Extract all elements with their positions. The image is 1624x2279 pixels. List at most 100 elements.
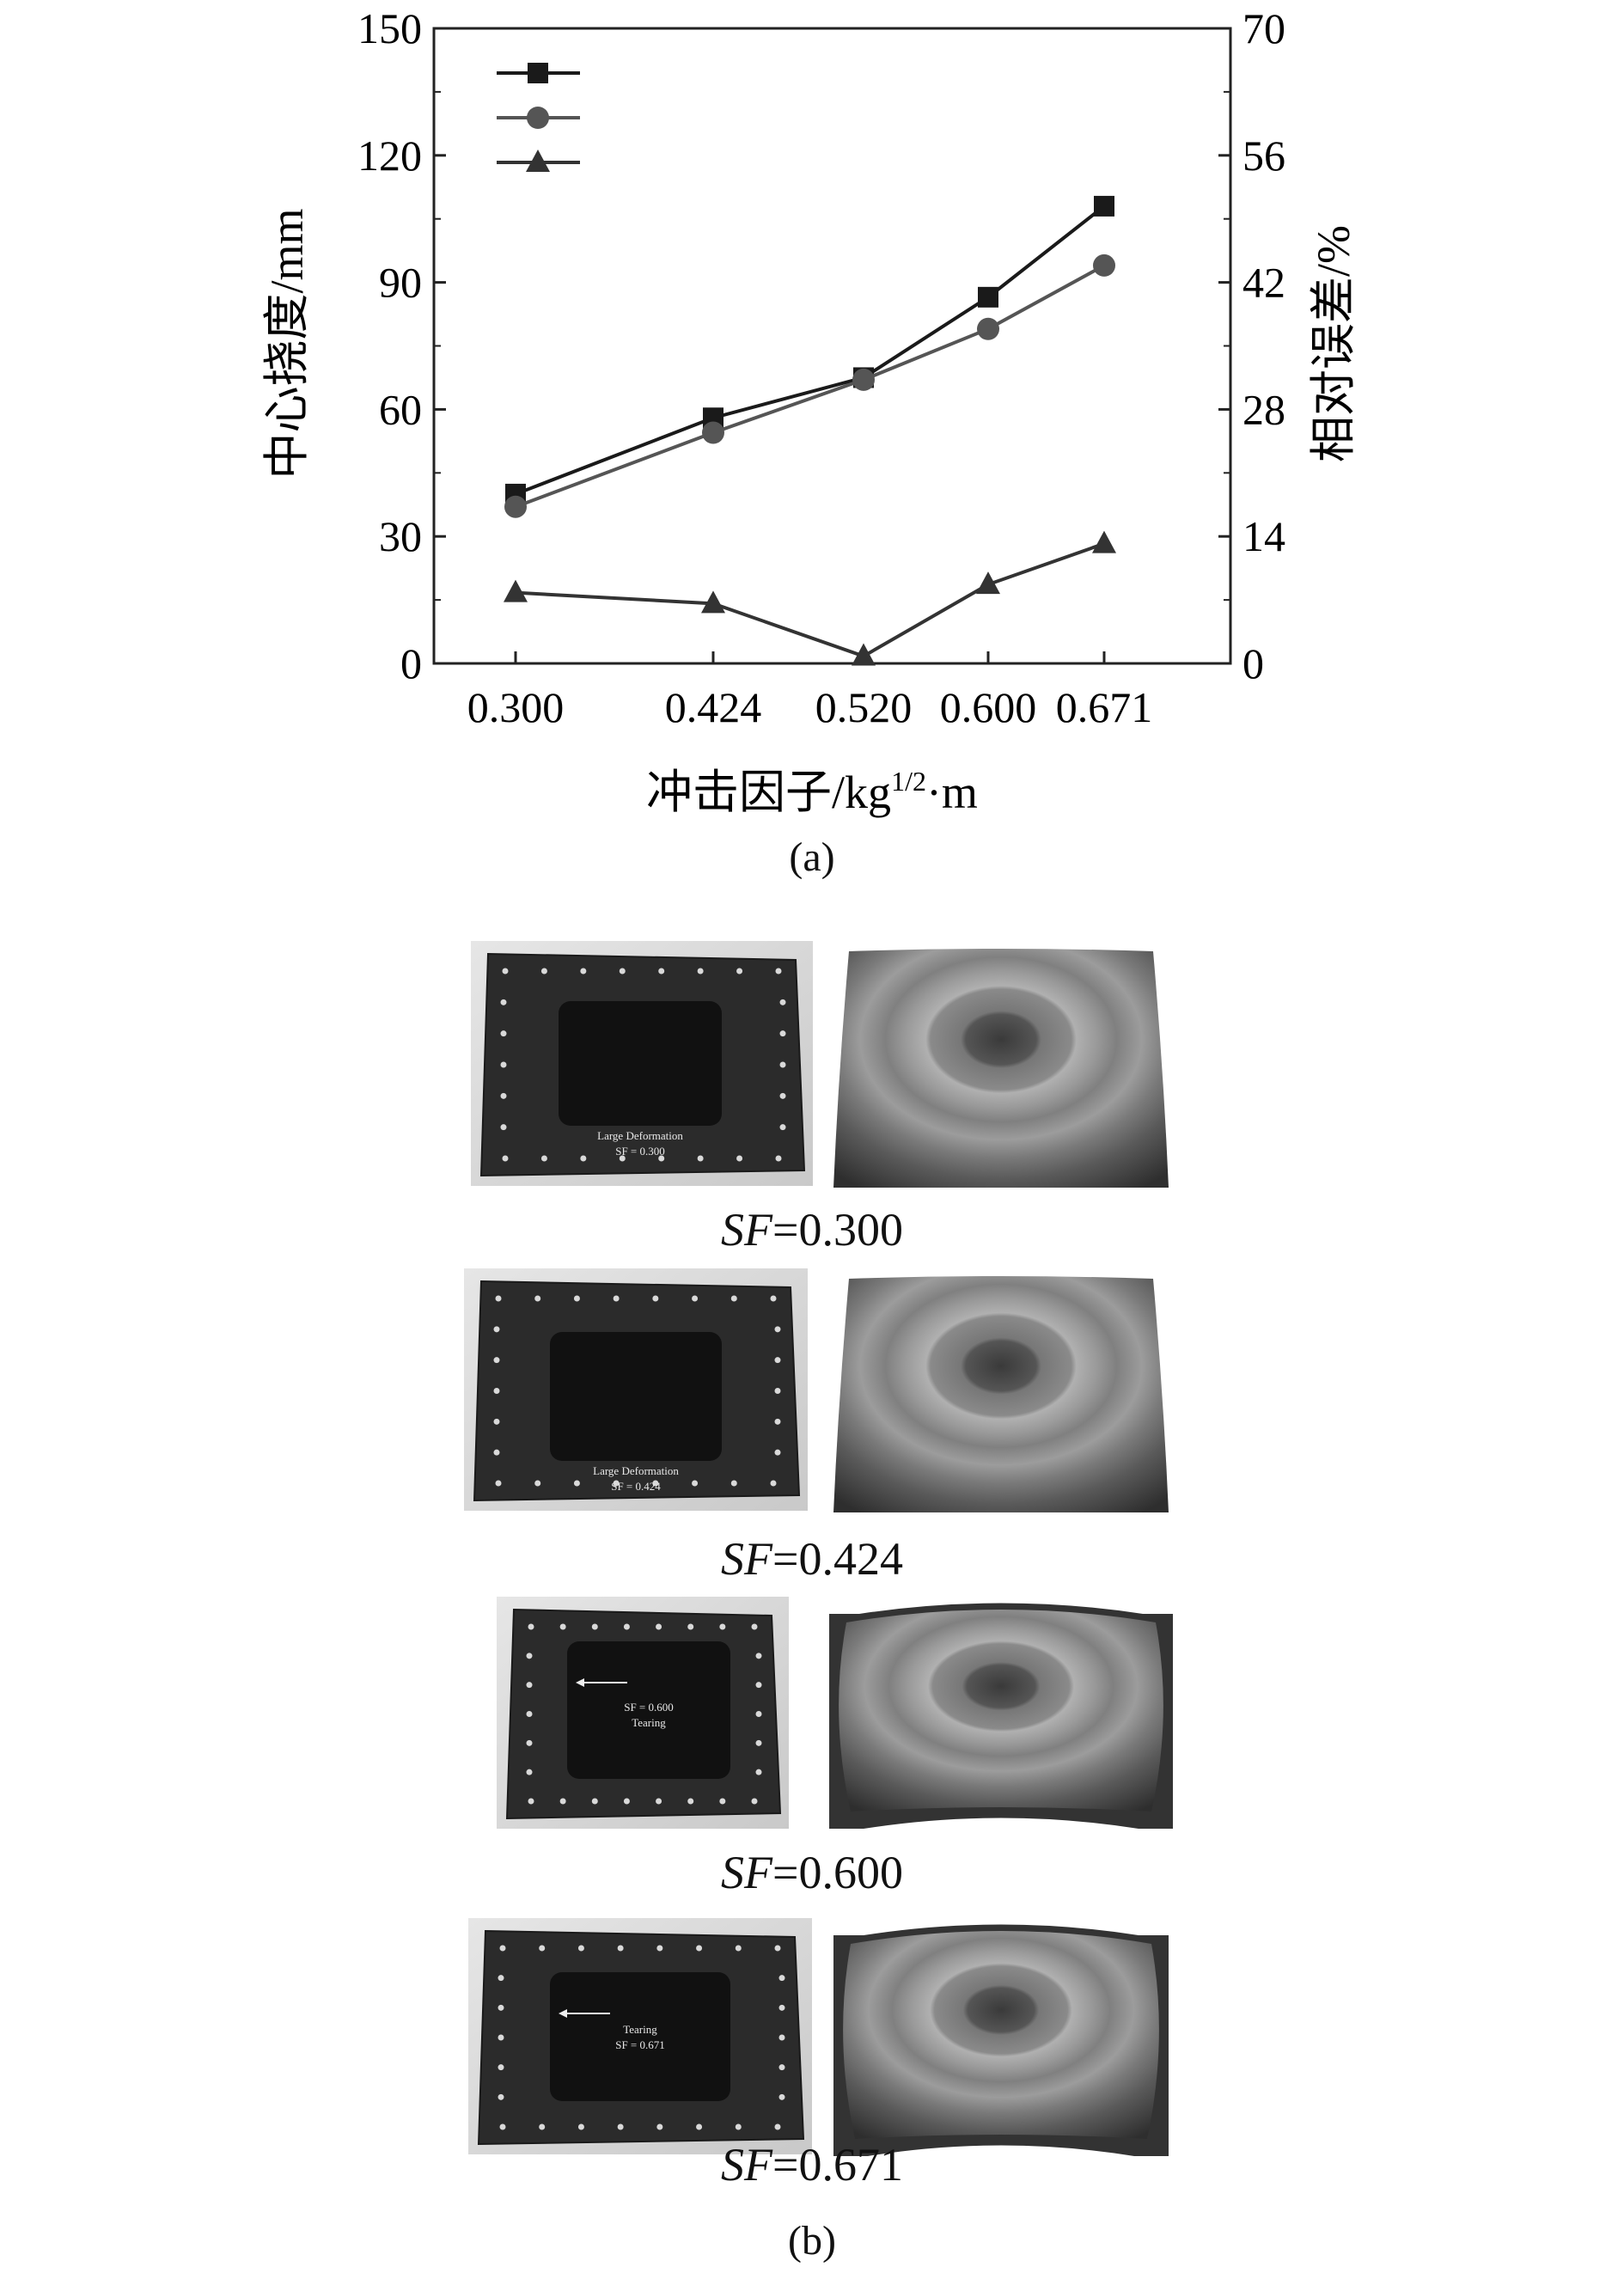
bolt-hole — [499, 2123, 506, 2130]
bolt-hole — [540, 1155, 547, 1162]
bolt-hole — [697, 1155, 704, 1162]
bolt-hole — [539, 1945, 546, 1952]
bolt-hole — [778, 2093, 785, 2100]
bolt-hole — [774, 1388, 781, 1394]
comparison-row-1: Large Deformation SF = 0.424 — [464, 1268, 1169, 1512]
bolt-hole — [774, 2123, 781, 2130]
data-point — [978, 286, 998, 308]
bolt-hole — [591, 1798, 598, 1805]
series-layer — [504, 195, 1116, 666]
bolt-hole — [617, 2123, 624, 2130]
bolt-hole — [559, 1798, 566, 1805]
deformed-region — [567, 1641, 730, 1779]
legend-entry-1 — [497, 107, 580, 129]
bolt-hole — [495, 1480, 502, 1487]
bolt-hole — [617, 1945, 624, 1952]
bolt-hole — [775, 968, 782, 975]
deformed-region — [550, 1972, 730, 2101]
bolt-hole — [774, 1357, 781, 1364]
simulation-contour — [833, 1276, 1169, 1512]
bolt-hole — [526, 1653, 533, 1659]
bolt-hole — [770, 1480, 777, 1487]
bolt-hole — [770, 1295, 777, 1302]
simulation-contour — [833, 1924, 1169, 2156]
bolt-hole — [779, 1030, 786, 1037]
bolt-hole — [730, 1295, 737, 1302]
comparison-row-3: Tearing SF = 0.671 — [468, 1918, 1169, 2156]
series-1 — [504, 254, 1115, 518]
bolt-hole — [751, 1623, 758, 1630]
bolt-hole — [778, 1975, 785, 1982]
bolt-hole — [779, 999, 786, 1005]
bolt-hole — [498, 2093, 504, 2100]
bolt-hole — [774, 1449, 781, 1456]
right-tick-label: 28 — [1242, 385, 1285, 433]
right-tick-label: 70 — [1242, 4, 1285, 52]
legend-entry-2 — [497, 150, 580, 172]
bolt-hole — [577, 2123, 584, 2130]
bolt-hole — [658, 1155, 665, 1162]
x-axis-label: 冲击因子/kg1/2·m — [646, 766, 978, 818]
bolt-hole — [540, 968, 547, 975]
bolt-hole — [498, 2034, 504, 2041]
bolt-hole — [774, 1326, 781, 1333]
bolt-hole — [526, 1739, 533, 1746]
bolt-hole — [493, 1388, 500, 1394]
bolt-hole — [526, 1682, 533, 1689]
plot-border — [432, 27, 1232, 665]
experiment-photo: SF = 0.600 Tearing — [497, 1597, 789, 1829]
bolt-hole — [539, 2123, 546, 2130]
right-tick-label: 56 — [1242, 131, 1285, 180]
bolt-hole — [591, 1623, 598, 1630]
left-tick-label: 90 — [379, 259, 422, 307]
sf-label-3: SF=0.671 — [653, 2138, 971, 2191]
bolt-hole — [619, 1155, 626, 1162]
arrow-head-icon — [576, 1678, 584, 1687]
photo-annotation: Tearing — [623, 2023, 657, 2036]
bolt-hole — [719, 1798, 726, 1805]
series-line — [515, 541, 1105, 658]
x-axis-ticks: 0.300 0.424 0.520 0.600 0.671 — [467, 651, 1152, 731]
bolt-hole — [498, 2064, 504, 2071]
left-tick-label: 150 — [357, 4, 422, 52]
data-point — [701, 590, 725, 614]
photo-annotation: Tearing — [632, 1716, 666, 1729]
x-axis-label-main: 冲击因子/kg — [646, 767, 891, 818]
bolt-hole — [619, 968, 626, 975]
data-point — [504, 495, 527, 518]
contour-surface — [833, 949, 1169, 1188]
contour-surface — [843, 1931, 1159, 2139]
sf-symbol: SF — [721, 2139, 773, 2190]
left-tick-label: 60 — [379, 385, 422, 433]
panel-a-label: (a) — [789, 834, 835, 880]
photo-annotation: SF = 0.424 — [611, 1480, 661, 1493]
sf-label-1: SF=0.424 — [653, 1532, 971, 1586]
y-axis-right-label: 相对误差/% — [1308, 225, 1359, 462]
data-point — [852, 368, 875, 391]
right-tick-label: 14 — [1242, 512, 1285, 560]
bolt-hole — [778, 2004, 785, 2011]
right-axis-ticks: 0 14 28 42 56 70 — [1218, 4, 1285, 687]
right-tick-label: 42 — [1242, 259, 1285, 307]
bolt-hole — [500, 1061, 507, 1068]
bolt-hole — [652, 1480, 659, 1487]
bolt-hole — [696, 1945, 703, 1952]
experiment-photo: Large Deformation SF = 0.300 — [471, 941, 813, 1186]
legend-marker — [527, 107, 549, 129]
bolt-hole — [613, 1295, 620, 1302]
y-axis-left-label: 中心挠度/mm — [261, 208, 313, 479]
bolt-hole — [755, 1711, 762, 1717]
data-point — [1094, 195, 1114, 217]
data-point — [852, 643, 876, 666]
x-tick-label: 0.424 — [665, 683, 762, 731]
left-axis-ticks: 0 30 60 90 120 150 — [357, 4, 446, 687]
bolt-hole — [656, 1798, 662, 1805]
bolt-hole — [656, 1945, 663, 1952]
photo-annotation: SF = 0.300 — [615, 1145, 665, 1158]
photo-annotation: Large Deformation — [593, 1464, 679, 1477]
bolt-hole — [779, 1092, 786, 1099]
bolt-hole — [778, 2034, 785, 2041]
sf-label-0: SF=0.300 — [653, 1203, 971, 1256]
bolt-hole — [735, 1945, 742, 1952]
